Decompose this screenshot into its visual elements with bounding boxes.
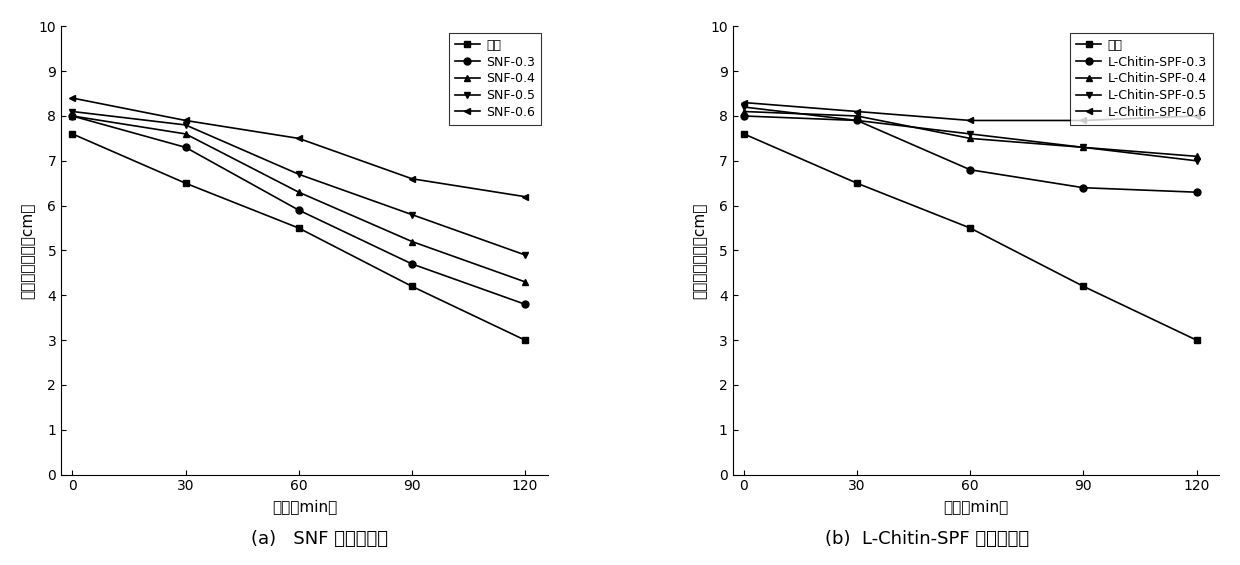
L-Chitin-SPF-0.6 xyxy=(1189,112,1204,119)
空白 xyxy=(291,225,306,232)
L-Chitin-SPF-0.5 xyxy=(1076,144,1091,151)
空白 xyxy=(1076,283,1091,290)
Line: SNF-0.3: SNF-0.3 xyxy=(69,112,528,308)
Line: L-Chitin-SPF-0.4: L-Chitin-SPF-0.4 xyxy=(740,108,1200,160)
Line: SNF-0.5: SNF-0.5 xyxy=(69,108,528,258)
Y-axis label: 混凝土塔落度（cm）: 混凝土塔落度（cm） xyxy=(692,202,707,299)
SNF-0.5 xyxy=(64,108,79,115)
L-Chitin-SPF-0.3 xyxy=(962,166,977,173)
SNF-0.4 xyxy=(179,131,193,137)
SNF-0.3 xyxy=(517,301,532,308)
L-Chitin-SPF-0.6 xyxy=(962,117,977,124)
空白 xyxy=(404,283,419,290)
SNF-0.4 xyxy=(291,189,306,195)
Line: SNF-0.6: SNF-0.6 xyxy=(69,94,528,200)
SNF-0.5 xyxy=(404,211,419,218)
SNF-0.3 xyxy=(404,260,419,267)
L-Chitin-SPF-0.4 xyxy=(1189,153,1204,160)
SNF-0.6 xyxy=(179,117,193,124)
空白 xyxy=(849,180,864,186)
SNF-0.6 xyxy=(291,135,306,142)
空白 xyxy=(737,131,751,137)
SNF-0.6 xyxy=(64,95,79,102)
L-Chitin-SPF-0.3 xyxy=(849,117,864,124)
SNF-0.3 xyxy=(179,144,193,151)
Line: L-Chitin-SPF-0.3: L-Chitin-SPF-0.3 xyxy=(740,112,1200,195)
L-Chitin-SPF-0.3 xyxy=(737,112,751,119)
Line: 空白: 空白 xyxy=(69,131,528,344)
SNF-0.4 xyxy=(64,112,79,119)
Line: 空白: 空白 xyxy=(740,131,1200,344)
L-Chitin-SPF-0.4 xyxy=(962,135,977,142)
空白 xyxy=(517,337,532,344)
SNF-0.4 xyxy=(404,238,419,245)
Line: SNF-0.4: SNF-0.4 xyxy=(69,112,528,285)
SNF-0.3 xyxy=(64,112,79,119)
L-Chitin-SPF-0.4 xyxy=(737,108,751,115)
SNF-0.6 xyxy=(404,175,419,182)
SNF-0.5 xyxy=(291,171,306,177)
L-Chitin-SPF-0.6 xyxy=(1076,117,1091,124)
空白 xyxy=(1189,337,1204,344)
X-axis label: 时间（min）: 时间（min） xyxy=(944,499,1008,514)
Line: L-Chitin-SPF-0.5: L-Chitin-SPF-0.5 xyxy=(740,103,1200,164)
Text: (a)   SNF 高效减水剂: (a) SNF 高效减水剂 xyxy=(252,530,388,548)
空白 xyxy=(179,180,193,186)
Legend: 空白, SNF-0.3, SNF-0.4, SNF-0.5, SNF-0.6: 空白, SNF-0.3, SNF-0.4, SNF-0.5, SNF-0.6 xyxy=(449,33,542,125)
Text: (b)  L-Chitin-SPF 高效减水剂: (b) L-Chitin-SPF 高效减水剂 xyxy=(826,530,1029,548)
L-Chitin-SPF-0.5 xyxy=(737,103,751,110)
空白 xyxy=(64,131,79,137)
SNF-0.5 xyxy=(179,121,193,128)
空白 xyxy=(962,225,977,232)
L-Chitin-SPF-0.6 xyxy=(849,108,864,115)
Line: L-Chitin-SPF-0.6: L-Chitin-SPF-0.6 xyxy=(740,99,1200,124)
L-Chitin-SPF-0.3 xyxy=(1189,189,1204,195)
Legend: 空白, L-Chitin-SPF-0.3, L-Chitin-SPF-0.4, L-Chitin-SPF-0.5, L-Chitin-SPF-0.6: 空白, L-Chitin-SPF-0.3, L-Chitin-SPF-0.4, … xyxy=(1070,33,1213,125)
SNF-0.4 xyxy=(517,279,532,285)
SNF-0.3 xyxy=(291,207,306,214)
L-Chitin-SPF-0.3 xyxy=(1076,184,1091,191)
X-axis label: 时间（min）: 时间（min） xyxy=(272,499,337,514)
L-Chitin-SPF-0.5 xyxy=(1189,158,1204,164)
Y-axis label: 混凝土塔落度（cm）: 混凝土塔落度（cm） xyxy=(21,202,36,299)
L-Chitin-SPF-0.5 xyxy=(962,131,977,137)
L-Chitin-SPF-0.6 xyxy=(737,99,751,106)
SNF-0.6 xyxy=(517,193,532,200)
L-Chitin-SPF-0.4 xyxy=(849,112,864,119)
L-Chitin-SPF-0.4 xyxy=(1076,144,1091,151)
SNF-0.5 xyxy=(517,251,532,258)
L-Chitin-SPF-0.5 xyxy=(849,117,864,124)
